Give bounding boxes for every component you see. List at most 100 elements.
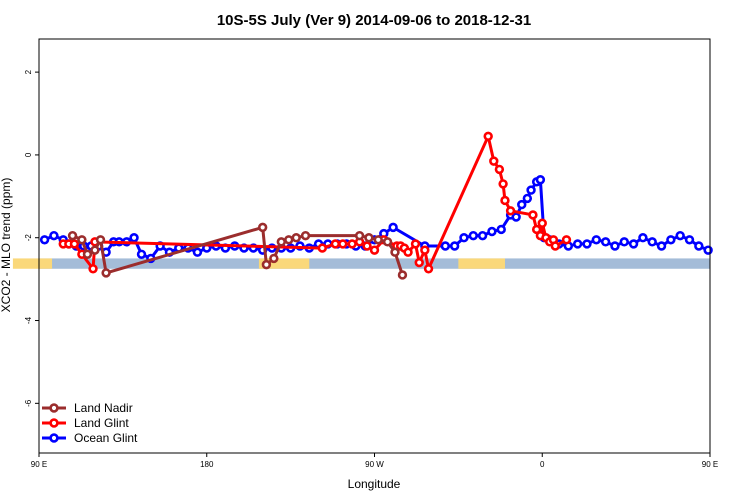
data-point: [487, 226, 497, 237]
x-tick-label: 90 E: [702, 460, 718, 469]
data-point: [619, 237, 629, 247]
data-point: [261, 259, 272, 270]
data-point: [403, 247, 413, 257]
data-point: [496, 224, 506, 235]
x-axis-label: Longitude: [348, 477, 401, 491]
data-point: [397, 270, 408, 280]
data-point: [95, 235, 106, 245]
y-tick-label: -6: [24, 399, 33, 407]
data-point: [192, 247, 203, 257]
series-land-nadir: [67, 222, 408, 280]
chart-title: 10S-5S July (Ver 9) 2014-09-06 to 2018-1…: [217, 12, 531, 29]
x-tick-label: 90 W: [365, 460, 384, 469]
data-point: [638, 233, 648, 243]
data-point: [291, 233, 301, 243]
x-axis: 90 E 180 90 W 0 90 E: [31, 453, 718, 469]
data-point: [388, 222, 398, 233]
legend-label: Land Glint: [74, 416, 129, 430]
data-point: [572, 239, 583, 249]
data-point: [67, 230, 78, 241]
data-point: [537, 218, 547, 228]
data-point: [656, 241, 667, 251]
data-point: [423, 264, 434, 274]
data-point: [498, 179, 508, 189]
data-point: [269, 253, 279, 264]
data-point: [675, 230, 685, 241]
data-point: [362, 241, 372, 251]
y-tick-label: 2: [24, 69, 33, 74]
data-point: [628, 239, 639, 249]
data-point: [390, 247, 400, 257]
legend-swatch-marker: [49, 418, 59, 428]
data-point: [684, 235, 695, 245]
data-point: [505, 206, 516, 216]
data-point: [136, 249, 147, 259]
data-point: [414, 257, 424, 268]
data-point: [284, 235, 294, 245]
data-point: [489, 156, 499, 166]
data-point: [528, 210, 538, 220]
surface-band: [12, 258, 710, 269]
data-point: [535, 175, 546, 185]
legend-label: Land Nadir: [74, 401, 133, 415]
x-tick-label: 0: [540, 460, 545, 469]
data-point: [610, 241, 620, 251]
data-point: [382, 237, 393, 247]
data-point: [591, 235, 602, 245]
data-point: [77, 235, 87, 245]
data-point: [39, 235, 50, 245]
x-tick-label: 180: [200, 460, 214, 469]
data-point: [129, 233, 139, 243]
y-axis: 2 0 -2 -4 -6: [24, 69, 39, 407]
data-point: [88, 264, 98, 274]
data-point: [276, 237, 287, 247]
data-point: [317, 243, 328, 253]
data-point: [49, 230, 59, 241]
y-tick-label: -4: [24, 316, 33, 324]
data-point: [69, 239, 80, 249]
data-point: [694, 241, 704, 251]
data-point: [354, 230, 365, 241]
data-point: [561, 235, 572, 245]
data-point: [330, 239, 341, 249]
data-point: [347, 239, 357, 249]
data-point: [526, 185, 536, 195]
data-point: [449, 241, 460, 251]
series-land-glint: [58, 131, 572, 274]
data-point: [600, 237, 611, 247]
data-point: [459, 233, 469, 243]
y-tick-label: -2: [24, 234, 33, 242]
data-point: [373, 235, 383, 245]
data-point: [647, 237, 657, 247]
data-point: [494, 164, 505, 175]
data-point: [364, 233, 374, 243]
data-point: [440, 241, 451, 251]
data-point: [703, 245, 713, 255]
land-band-segment: [12, 258, 53, 269]
data-point: [90, 245, 100, 255]
data-point: [468, 230, 478, 241]
data-point: [517, 199, 527, 210]
data-point: [582, 239, 592, 249]
data-point: [522, 193, 533, 204]
x-tick-label: 90 E: [31, 460, 47, 469]
data-point: [410, 239, 421, 249]
data-point: [257, 222, 268, 233]
y-axis-label: XCO2 - MLO trend (ppm): [0, 178, 13, 313]
data-point: [82, 249, 93, 259]
data-point: [101, 268, 111, 278]
data-point: [420, 245, 430, 255]
data-point: [511, 212, 521, 222]
data-point: [369, 245, 380, 255]
legend-swatch-marker: [49, 433, 59, 443]
land-band-segment: [458, 258, 505, 269]
legend-swatch-marker: [49, 403, 59, 413]
data-point: [550, 241, 560, 251]
legend-label: Ocean Glint: [74, 431, 138, 445]
land-band-segment: [258, 258, 310, 269]
data-point: [483, 131, 493, 141]
data-point: [500, 195, 510, 206]
data-point: [666, 235, 676, 245]
